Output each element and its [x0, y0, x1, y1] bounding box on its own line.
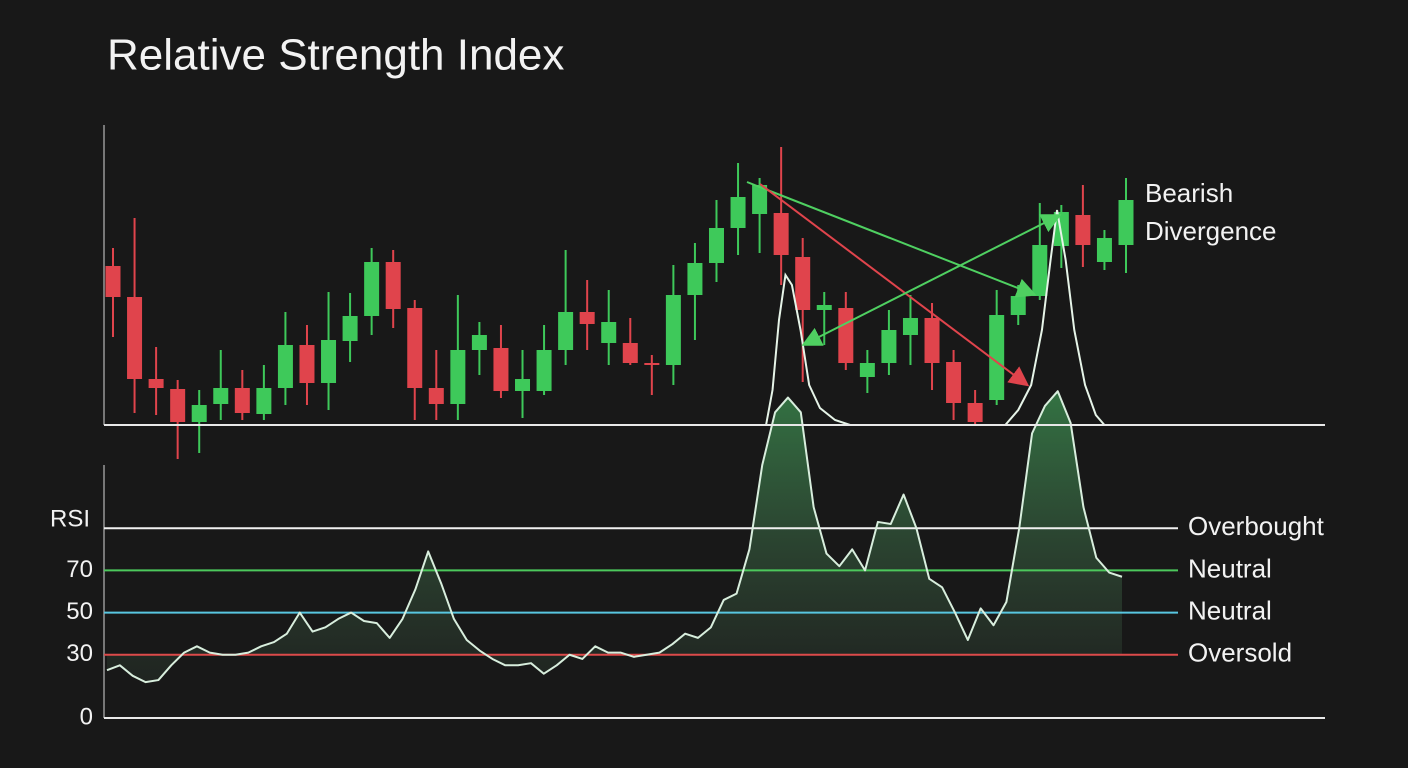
candle-body: [730, 197, 746, 228]
candle-body: [795, 257, 811, 310]
candle-body: [1075, 215, 1091, 245]
candle-body: [536, 350, 552, 391]
candle-body: [299, 345, 315, 383]
candle-body: [708, 228, 724, 263]
candle-body: [881, 330, 897, 363]
candle-body: [687, 263, 703, 295]
y-axis-label: RSI: [50, 505, 90, 532]
level-label: Oversold: [1188, 638, 1292, 668]
candle-body: [622, 343, 638, 363]
chart-title: Relative Strength Index: [107, 31, 564, 80]
overlay-layer: [765, 209, 1106, 426]
candle-body: [428, 388, 444, 404]
candle-body: [515, 379, 531, 391]
overlay-line: [765, 209, 1106, 426]
candle-body: [859, 363, 875, 377]
level-label: Overbought: [1188, 511, 1325, 541]
candle-body: [364, 262, 380, 316]
candle-body: [148, 379, 164, 388]
rsi-area: [107, 391, 1122, 683]
divergence-arrows: [746, 181, 1062, 387]
candle-body: [1096, 238, 1112, 262]
candle-body: [924, 318, 940, 363]
candle-body: [902, 318, 918, 335]
axes: [104, 424, 1325, 719]
y-tick-label: 0: [80, 703, 93, 730]
candle-body: [967, 403, 983, 422]
candle-body: [1118, 200, 1134, 245]
level-label: Neutral: [1188, 553, 1272, 583]
candle-body: [105, 266, 121, 297]
candle-body: [1032, 245, 1048, 296]
candle-body: [321, 340, 337, 383]
candle-body: [665, 295, 681, 365]
candle-body: [385, 262, 401, 309]
annotation: Divergence: [1145, 216, 1277, 246]
annotation: Bearish: [1145, 178, 1233, 208]
candle-body: [407, 308, 423, 388]
candle-body: [838, 308, 854, 363]
candle-body: [579, 312, 595, 324]
candle-body: [234, 388, 250, 413]
candle-body: [644, 363, 660, 365]
candle-body: [558, 312, 574, 350]
candle-body: [256, 388, 272, 414]
rsi-panel: RSI 0 30 50 70 Overbought Neutral Neutral Overs…: [50, 390, 1325, 730]
candle-body: [342, 316, 358, 341]
level-label: Neutral: [1188, 595, 1272, 625]
candle-body: [946, 362, 962, 403]
y-tick-label: 30: [66, 640, 93, 667]
rsi-line: [106, 390, 1123, 684]
y-tick-label: 70: [66, 556, 93, 583]
candle-body: [773, 213, 789, 255]
candle-body: [213, 388, 229, 404]
y-tick-label: 50: [66, 598, 93, 625]
candle-body: [1010, 296, 1026, 315]
candle-body: [170, 389, 186, 422]
candle-body: [191, 405, 207, 422]
candle-body: [601, 322, 617, 343]
arrow: [801, 214, 1062, 346]
candle-body: [450, 350, 466, 404]
candle-body: [277, 345, 293, 388]
candle-body: [127, 297, 143, 379]
candle-body: [816, 305, 832, 310]
candle-body: [471, 335, 487, 350]
candle-body: [752, 185, 768, 214]
candle-body: [493, 348, 509, 391]
